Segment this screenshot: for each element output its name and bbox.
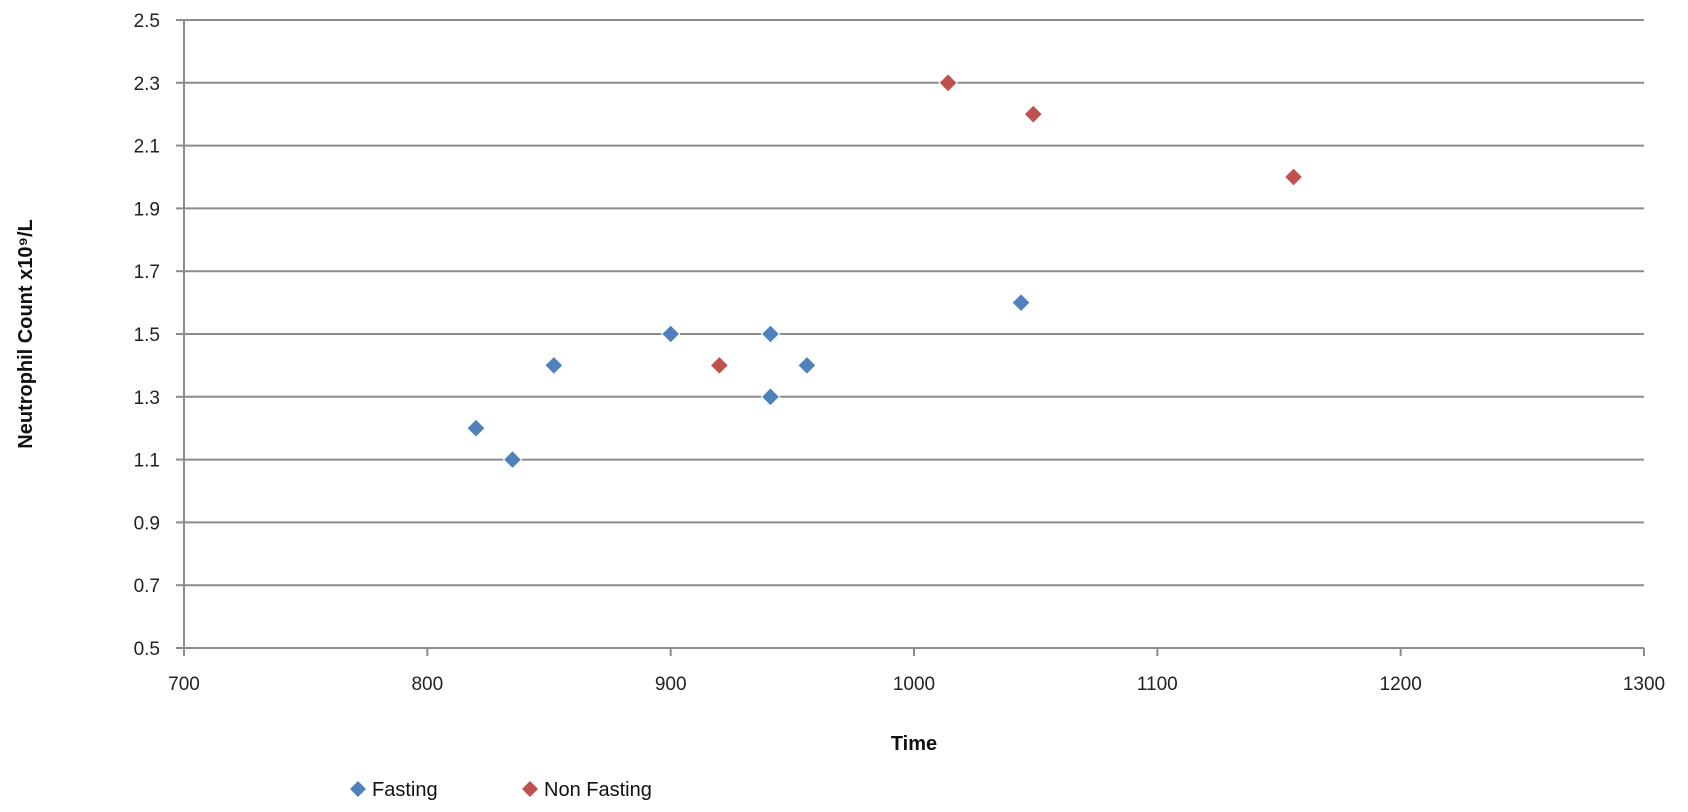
fasting-point [660, 324, 681, 344]
legend-non-fasting-marker [522, 781, 538, 797]
fasting-point [544, 355, 564, 376]
y-tick-label: 2.1 [134, 137, 160, 158]
x-tick-label: 1300 [1623, 674, 1665, 695]
x-tick-label: 1100 [1137, 674, 1178, 695]
fasting-point [760, 387, 781, 407]
data-points [466, 73, 1304, 470]
y-tick-label: 1.3 [134, 388, 160, 409]
non-fasting-point [1023, 104, 1043, 124]
y-tick-label: 2.3 [134, 74, 160, 95]
fasting-point [466, 418, 486, 438]
axes [176, 19, 1645, 656]
y-axis-title: Neutrophil Count x10⁹/L [15, 219, 37, 449]
x-tick-label: 700 [168, 674, 200, 695]
fasting-point [760, 324, 781, 344]
legend-fasting-label: Fasting [372, 779, 438, 801]
fasting-point [1011, 292, 1031, 313]
legend: Fasting Non Fasting [350, 779, 652, 801]
non-fasting-point [938, 73, 958, 93]
y-tick-label: 0.5 [134, 639, 160, 660]
y-tick-label: 1.7 [134, 262, 160, 283]
non-fasting-point [1283, 167, 1304, 187]
legend-non-fasting-label: Non Fasting [544, 779, 652, 801]
fasting-point [502, 449, 523, 470]
y-tick-label: 2.5 [134, 11, 160, 32]
tick-labels: 0.5 0.7 0.9 1.1 1.3 1.5 1.7 1.9 2.1 2.3 2.5 700 800 9… [134, 11, 1666, 695]
legend-fasting-marker [350, 781, 366, 797]
x-tick-label: 1200 [1380, 674, 1422, 695]
y-tick-label: 1.1 [134, 451, 160, 472]
x-tick-label: 900 [655, 674, 687, 695]
x-tick-label: 1000 [893, 674, 935, 695]
gridlines [184, 19, 1644, 649]
y-tick-label: 1.5 [134, 325, 160, 346]
x-tick-label: 800 [411, 674, 443, 695]
y-tick-label: 1.9 [134, 199, 160, 220]
y-tick-label: 0.9 [134, 513, 160, 534]
non-fasting-point [709, 355, 730, 376]
y-tick-label: 0.7 [134, 576, 160, 597]
fasting-point [797, 355, 817, 376]
x-axis-title: Time [891, 733, 937, 755]
